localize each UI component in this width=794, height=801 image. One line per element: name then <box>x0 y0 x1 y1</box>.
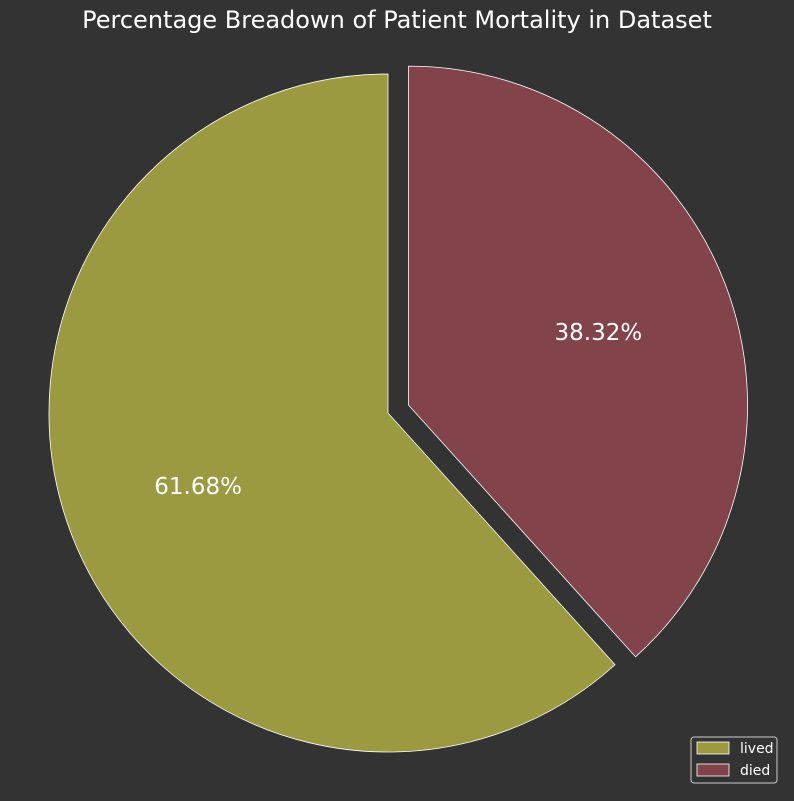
pie-slice-died <box>408 65 748 658</box>
pie-slices <box>48 65 748 753</box>
pie-value-label-lived: 61.68% <box>154 474 242 500</box>
legend-swatch-died <box>696 763 730 777</box>
pie-slice-lived <box>48 73 616 753</box>
legend-swatch-lived <box>696 741 730 755</box>
legend-label-died: died <box>740 763 770 779</box>
pie-value-label-died: 38.32% <box>555 320 643 346</box>
chart-title: Percentage Breadown of Patient Mortality… <box>82 6 712 34</box>
legend: lived died <box>690 736 778 784</box>
legend-label-lived: lived <box>740 741 774 757</box>
pie-value-labels: 61.68% 38.32% <box>154 320 642 500</box>
